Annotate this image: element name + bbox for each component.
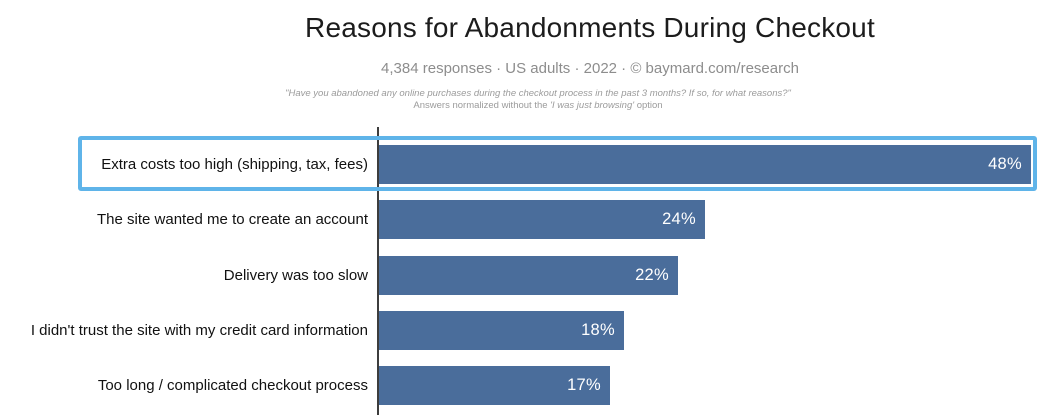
bar-value-label: 22% <box>635 266 669 284</box>
bar-value-label: 17% <box>567 376 601 394</box>
bar-row: I didn't trust the site with my credit c… <box>0 311 1040 350</box>
survey-question: "Have you abandoned any online purchases… <box>285 88 791 99</box>
bar-row: Delivery was too slow 22% <box>0 256 1040 295</box>
bar-row: Extra costs too high (shipping, tax, fee… <box>0 145 1040 184</box>
normalization-note: Answers normalized without the 'I was ju… <box>18 100 1040 111</box>
bar-category-label: Too long / complicated checkout process <box>97 377 368 394</box>
bar-row: The site wanted me to create an account … <box>0 200 1040 239</box>
bar: 18% <box>379 311 624 350</box>
bar-value-label: 24% <box>662 210 696 228</box>
bar-value-label: 48% <box>988 155 1022 173</box>
bar: 48% <box>379 145 1031 184</box>
bar: 17% <box>379 366 610 405</box>
bar-category-label: I didn't trust the site with my credit c… <box>30 322 368 339</box>
bar-value-label: 18% <box>581 321 615 339</box>
bar: 22% <box>379 256 678 295</box>
bar-category-label: The site wanted me to create an account <box>97 211 368 228</box>
bar-row: Too long / complicated checkout process … <box>0 366 1040 405</box>
y-axis-line <box>377 127 379 415</box>
note-quoted-phrase: 'I was just browsing' <box>550 100 635 111</box>
note-suffix: option <box>634 100 663 111</box>
bar: 24% <box>379 200 705 239</box>
note-prefix: Answers normalized without the <box>413 100 551 111</box>
bar-category-label: Delivery was too slow <box>223 267 368 284</box>
bar-category-label: Extra costs too high (shipping, tax, fee… <box>101 156 368 173</box>
chart-title: Reasons for Abandonments During Checkout <box>305 12 875 43</box>
chart-subtitle: 4,384 responses · US adults · 2022 · © b… <box>381 60 799 77</box>
